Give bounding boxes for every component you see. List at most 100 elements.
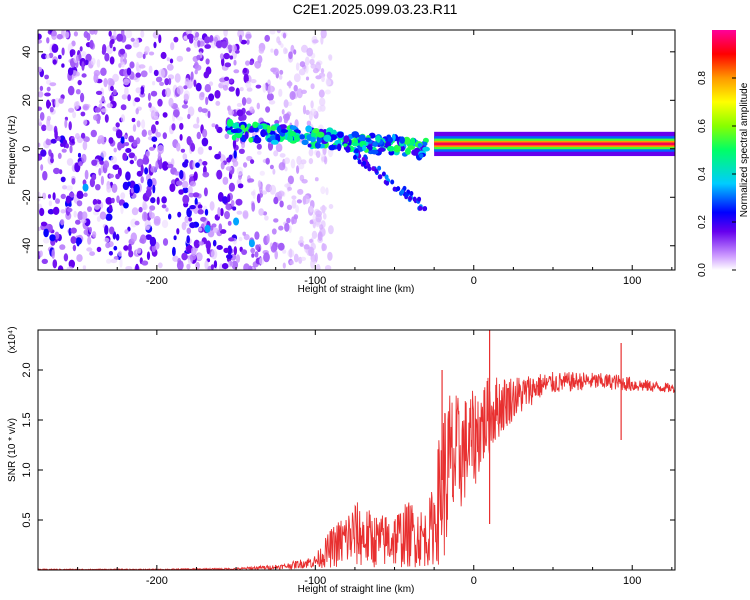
streak-cell — [291, 125, 297, 131]
noise-cell — [323, 156, 328, 165]
noise-cell — [165, 87, 171, 98]
noise-cell — [54, 129, 58, 140]
noise-cell — [134, 97, 141, 103]
noise-cell — [86, 247, 93, 252]
noise-cell — [196, 54, 201, 61]
streak-cell — [293, 134, 301, 142]
branch-cell — [354, 148, 359, 154]
noise-cell — [112, 46, 116, 52]
noise-cell — [320, 30, 327, 39]
noise-cell — [264, 215, 269, 221]
noise-cell — [81, 73, 87, 78]
noise-cell — [161, 204, 167, 209]
noise-cell — [198, 227, 203, 232]
noise-cell — [312, 213, 317, 223]
snr-ticks: -200 -100 0 100 0.5 1.0 1.5 2.0 — [21, 330, 675, 587]
noise-cell — [156, 196, 160, 205]
noise-cell — [79, 46, 83, 52]
noise-cell — [119, 258, 123, 268]
noise-cell — [148, 51, 155, 56]
noise-cell — [223, 30, 228, 37]
noise-cell — [187, 106, 195, 117]
noise-cell — [229, 55, 234, 60]
noise-cell — [172, 246, 176, 257]
branch-cell — [409, 191, 414, 196]
noise-cell — [222, 176, 229, 185]
streak-cell — [336, 143, 342, 152]
noise-cell — [320, 186, 326, 195]
noise-cell — [213, 260, 218, 269]
noise-cell — [57, 54, 62, 60]
noise-cell — [68, 192, 75, 197]
noise-cell — [187, 113, 191, 120]
noise-cell — [145, 150, 151, 157]
streak-cell — [233, 122, 240, 130]
noise-cell — [108, 137, 114, 144]
streak-cell — [393, 144, 402, 153]
noise-cell — [57, 265, 64, 270]
noise-cell — [221, 41, 228, 49]
noise-cell — [176, 116, 184, 121]
noise-cell — [45, 124, 53, 131]
noise-cell — [42, 170, 48, 181]
noise-cell — [112, 73, 119, 82]
noise-cell — [275, 143, 283, 152]
noise-cell — [181, 221, 187, 231]
noise-cell — [115, 173, 120, 180]
noise-cell — [319, 97, 326, 107]
noise-cell — [96, 59, 101, 68]
noise-cell — [112, 89, 117, 96]
noise-cell — [176, 85, 184, 95]
noise-cell — [181, 104, 189, 109]
noise-cell — [60, 193, 66, 200]
noise-cell — [183, 93, 189, 102]
noise-cell — [182, 187, 189, 194]
noise-cell — [121, 61, 125, 68]
noise-cell — [188, 217, 193, 222]
noise-cell — [128, 135, 135, 143]
noise-cell — [265, 106, 271, 113]
noise-cell — [320, 68, 325, 74]
noise-cell — [176, 142, 181, 152]
noise-cell — [204, 260, 209, 270]
noise-cell — [296, 165, 300, 174]
branch-cell — [353, 154, 357, 160]
noise-cell — [38, 106, 43, 111]
noise-cell — [151, 124, 156, 134]
noise-cell — [82, 183, 89, 192]
noise-cell — [208, 81, 214, 86]
noise-cell — [41, 258, 48, 264]
noise-cell — [93, 114, 98, 121]
streak-cell — [226, 118, 234, 127]
noise-cell — [130, 187, 134, 194]
noise-cell — [297, 189, 301, 194]
noise-cell — [66, 158, 74, 166]
noise-cell — [165, 207, 169, 212]
noise-cell — [149, 236, 157, 247]
noise-cell — [105, 197, 113, 205]
noise-cell — [183, 85, 188, 90]
noise-cell — [158, 68, 166, 78]
noise-cell — [161, 196, 167, 204]
noise-cell — [60, 209, 66, 214]
y-tick-label: -20 — [21, 189, 33, 205]
noise-cell — [209, 201, 215, 211]
noise-cell — [243, 73, 249, 84]
noise-cell — [73, 210, 77, 218]
noise-cell — [278, 116, 283, 123]
x-tick-label: -100 — [304, 575, 326, 587]
noise-cell — [94, 107, 102, 113]
noise-cell — [279, 200, 284, 208]
noise-cell — [87, 236, 92, 245]
noise-cell — [99, 160, 105, 165]
noise-cell — [75, 237, 82, 245]
noise-cell — [325, 187, 329, 196]
noise-cell — [215, 124, 219, 130]
noise-cell — [222, 84, 229, 91]
noise-cell — [195, 31, 200, 38]
noise-cell — [183, 36, 188, 41]
branch-cell — [357, 159, 362, 165]
streak-cell — [329, 134, 338, 141]
noise-cell — [98, 168, 102, 176]
noise-cell — [328, 225, 334, 235]
